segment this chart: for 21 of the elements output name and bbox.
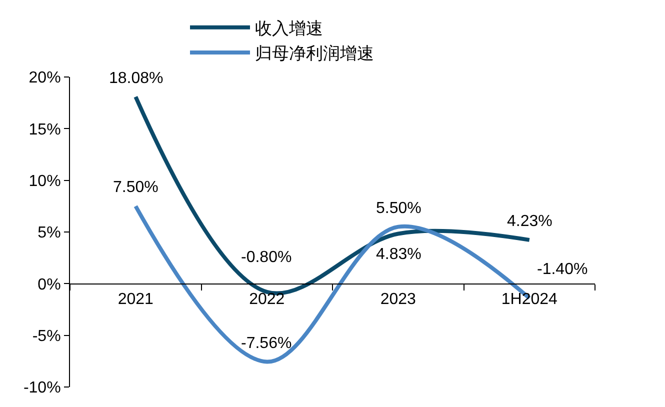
data-label: 4.83% bbox=[376, 246, 422, 263]
data-label: 18.08% bbox=[109, 70, 164, 87]
y-tick-label: 0% bbox=[38, 276, 61, 294]
x-tick-label: 1H2024 bbox=[501, 290, 558, 308]
legend-label: 归母净利润增速 bbox=[255, 44, 374, 64]
data-label: 7.50% bbox=[113, 179, 158, 196]
data-label: 5.50% bbox=[376, 200, 422, 217]
y-tick-label: -5% bbox=[32, 328, 61, 345]
data-label: 4.23% bbox=[507, 213, 552, 230]
y-tick-label: 20% bbox=[28, 70, 61, 87]
data-label: -0.80% bbox=[241, 249, 292, 266]
legend-label: 收入增速 bbox=[255, 18, 323, 38]
x-tick-label: 2021 bbox=[118, 290, 154, 308]
x-tick-label: 2023 bbox=[380, 290, 416, 308]
y-tick-label: 5% bbox=[38, 224, 61, 242]
y-tick-label: 15% bbox=[28, 121, 61, 138]
y-tick-label: 10% bbox=[28, 172, 61, 190]
data-label: -7.56% bbox=[241, 335, 292, 352]
x-tick-label: 2022 bbox=[249, 290, 285, 308]
data-label: -1.40% bbox=[537, 261, 588, 278]
y-tick-label: -10% bbox=[23, 380, 61, 397]
